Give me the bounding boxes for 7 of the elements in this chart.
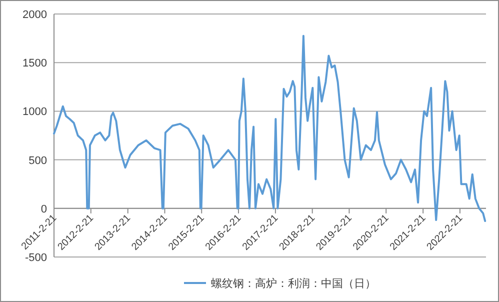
y-tick-label: 1000 <box>22 106 47 118</box>
y-tick-label: 2000 <box>22 9 47 21</box>
y-tick-label: -500 <box>24 252 47 264</box>
y-tick-label: 1500 <box>22 58 47 70</box>
y-tick-label: 500 <box>28 154 47 167</box>
legend-label: 螺纹钢：高炉：利润：中国（日） <box>211 277 376 290</box>
y-tick-label: 0 <box>40 203 47 216</box>
